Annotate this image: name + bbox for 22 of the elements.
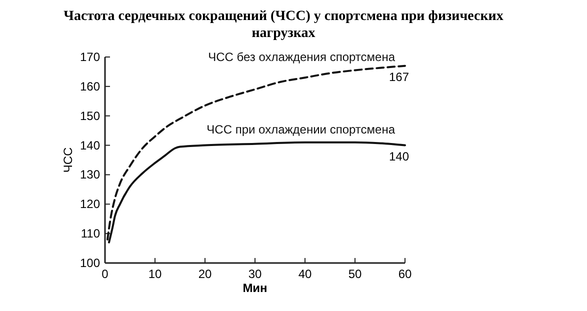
- x-tick-label: 30: [248, 267, 262, 281]
- y-tick-label: 130: [80, 168, 100, 182]
- y-tick-label: 100: [80, 256, 100, 270]
- y-tick-label: 150: [80, 108, 100, 123]
- x-axis-title: Мин: [242, 281, 268, 295]
- y-tick-label: 160: [80, 79, 100, 94]
- annotation: 167: [388, 70, 410, 84]
- x-tick-label: 10: [148, 267, 162, 281]
- y-axis-title: ЧСС: [61, 147, 75, 173]
- y-tick-label: 120: [80, 197, 100, 212]
- series-label: ЧСС при охлаждении спортсмена: [206, 122, 396, 136]
- x-tick-label: 20: [198, 267, 212, 281]
- x-tick-label: 0: [102, 267, 109, 281]
- chart-title: Частота сердечных сокращений (ЧСС) у спортсмена при физических нагрузках: [64, 9, 504, 41]
- y-tick-label: 170: [80, 50, 100, 64]
- x-tick-label: 60: [398, 267, 412, 281]
- series-label: ЧСС без охлаждения спортсмена: [208, 50, 396, 64]
- annotation: 140: [388, 149, 410, 164]
- y-tick-label: 110: [80, 226, 100, 241]
- x-tick-label: 50: [348, 267, 362, 281]
- y-tick-label: 140: [80, 138, 100, 152]
- x-tick-label: 40: [298, 267, 312, 281]
